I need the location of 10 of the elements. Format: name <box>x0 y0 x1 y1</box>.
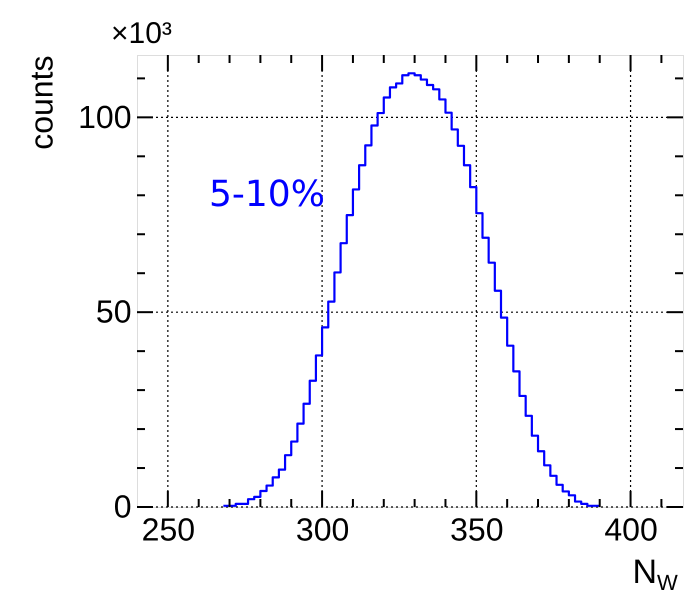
series-label: 5-10% <box>209 174 325 215</box>
x-tick-label: 350 <box>450 512 504 548</box>
y-tick-label: 100 <box>78 98 132 135</box>
x-tick-label: 400 <box>604 512 658 548</box>
y-tick-label: 0 <box>114 488 132 524</box>
text: ×10³ <box>111 17 172 50</box>
x-tick-label: 300 <box>296 512 350 548</box>
x-tick-label: 250 <box>142 512 196 548</box>
y-tick-label: 50 <box>96 294 132 330</box>
y-axis-title: counts <box>24 56 60 150</box>
